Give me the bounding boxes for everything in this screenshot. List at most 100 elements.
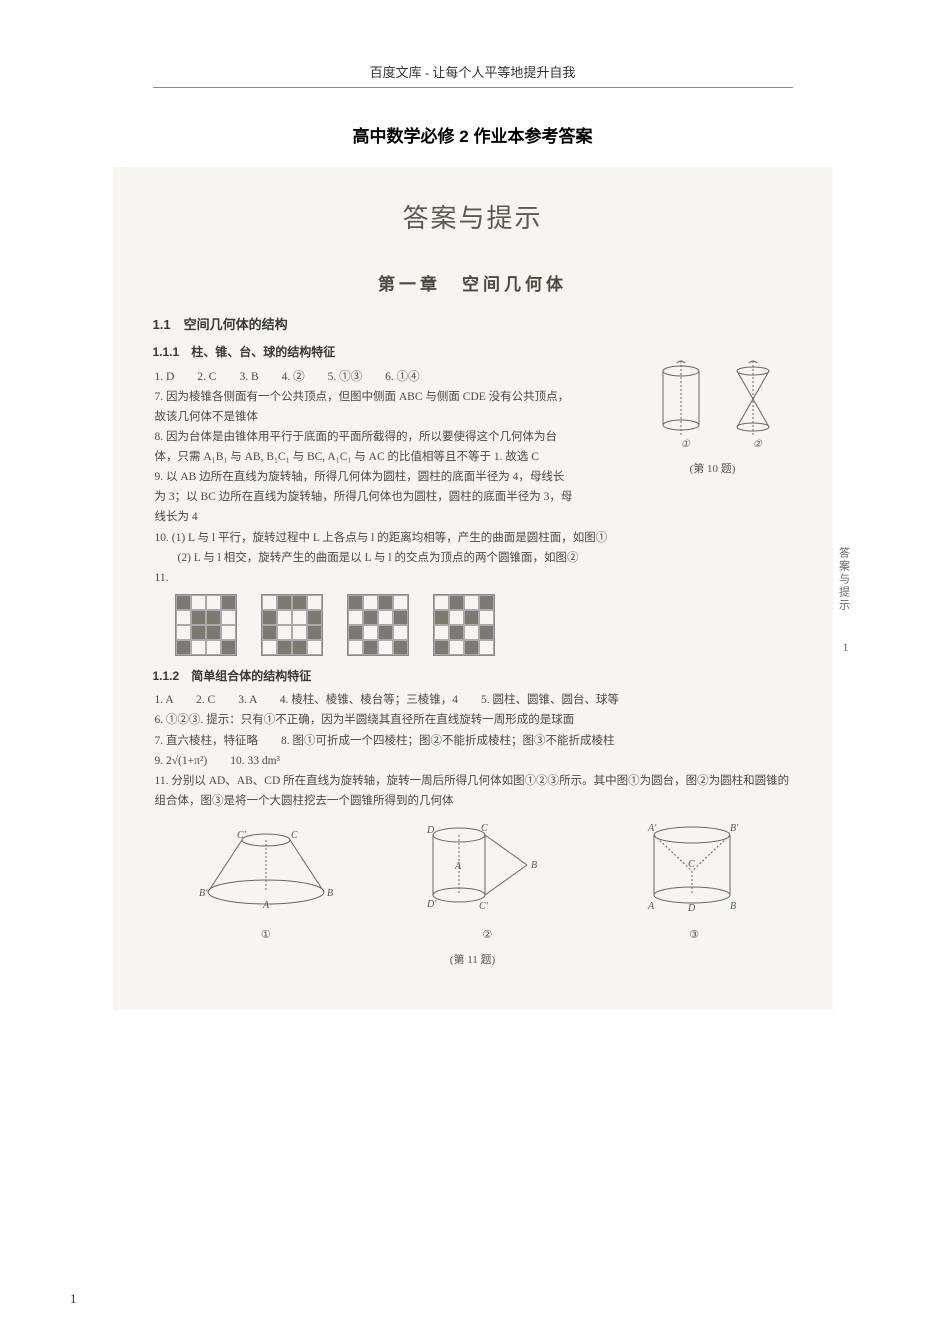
answer-line: (2) L 与 l 相交，旋转产生的曲面是以 L 与 l 的交点为顶点的两个圆锥… (153, 548, 793, 568)
grid-cell (277, 595, 292, 610)
grid-cell (378, 595, 393, 610)
page-header: 百度文库 - 让每个人平等地提升自我 (153, 0, 793, 88)
grid-cell (191, 595, 206, 610)
grid-pattern (433, 594, 495, 656)
grid-cell (292, 640, 307, 655)
grid-cell (277, 640, 292, 655)
figure-frustum: C' C B' B A ① (191, 826, 341, 945)
grid-cell (221, 610, 236, 625)
grid-pattern (175, 594, 237, 656)
grid-cell (434, 640, 449, 655)
svg-text:C: C (688, 859, 695, 870)
svg-text:C': C' (479, 901, 489, 912)
svg-text:B: B (327, 888, 333, 899)
scanned-page: 答案与提示 第一章 空间几何体 1.1 空间几何体的结构 1.1.1 柱、锥、台… (113, 167, 833, 1010)
figure-cyl-minus-cone: A' B' C A B D ③ (634, 821, 754, 945)
figure-label: ③ (634, 926, 754, 945)
grid-pattern (347, 594, 409, 656)
grid-cell (262, 595, 277, 610)
q11-caption: (第 11 题) (153, 951, 793, 970)
svg-text:D: D (687, 903, 696, 914)
hollow-cylinder-icon: A' B' C A B D (634, 821, 754, 916)
svg-text:D': D' (426, 899, 437, 910)
grid-cell (378, 625, 393, 640)
answer-line: 1. D 2. C 3. B 4. ② 5. ①③ 6. ①④ (153, 367, 573, 387)
side-page-number: 1 (843, 637, 849, 657)
grid-pattern (261, 594, 323, 656)
grid-cell (307, 610, 322, 625)
section-1-1-heading: 1.1 空间几何体的结构 (153, 314, 793, 336)
grid-cell (221, 640, 236, 655)
grid-cell (191, 640, 206, 655)
grid-cell (479, 595, 494, 610)
grid-cell (176, 595, 191, 610)
grid-cell (393, 595, 408, 610)
grid-cell (206, 640, 221, 655)
grid-cell (221, 595, 236, 610)
answer-line: 11. (153, 568, 793, 588)
answer-line: 7. 直六棱柱，特征略 8. 图①可折成一个四棱柱；图②不能折成棱柱；图③不能折… (153, 731, 793, 751)
svg-text:C': C' (237, 830, 247, 841)
figure-label: ① (681, 439, 691, 450)
grid-cell (479, 625, 494, 640)
grid-cell (434, 625, 449, 640)
answer-line: 1. A 2. C 3. A 4. 棱柱、棱锥、棱台等；三棱锥，4 5. 圆柱、… (153, 690, 793, 710)
grid-cell (262, 625, 277, 640)
footer-page-number: 1 (70, 1291, 77, 1307)
grid-cell (221, 625, 236, 640)
grid-cell (292, 595, 307, 610)
cylinder-cone-icon: D C D' C' B A (417, 821, 557, 916)
frustum-icon: C' C B' B A (191, 826, 341, 916)
subsection-1-1-2-heading: 1.1.2 简单组合体的结构特征 (153, 666, 793, 686)
answer-line: 6. ①②③. 提示：只有①不正确，因为半圆绕其直径所在直线旋转一周形成的是球面 (153, 710, 793, 730)
figure-cyl-cone: D C D' C' B A ② (417, 821, 557, 945)
figure-label: ① (191, 926, 341, 945)
answer-line: 7. 因为棱锥各侧面有一个公共顶点，但图中侧面 ABC 与侧面 CDE 没有公共… (153, 387, 573, 427)
document-title: 高中数学必修 2 作业本参考答案 (0, 122, 945, 147)
grid-cell (393, 610, 408, 625)
grid-cell (363, 640, 378, 655)
answer-line: 9. 以 AB 边所在直线为旋转轴，所得几何体为圆柱，圆柱的底面半径为 4，母线… (153, 467, 573, 527)
grid-cell (206, 625, 221, 640)
answer-line: 11. 分别以 AD、AB、CD 所在直线为旋转轴，旋转一周后所得几何体如图①②… (153, 771, 793, 811)
figure-label: ② (417, 926, 557, 945)
grid-cell (464, 610, 479, 625)
chapter-title: 第一章 空间几何体 (153, 271, 793, 300)
grid-cell (479, 640, 494, 655)
grid-cell (348, 595, 363, 610)
grid-cell (307, 640, 322, 655)
grid-cell (393, 640, 408, 655)
grid-cell (363, 595, 378, 610)
grid-cell (277, 610, 292, 625)
side-tab-label: 答案与提示 (835, 547, 853, 612)
grid-cell (176, 625, 191, 640)
grid-cell (176, 640, 191, 655)
svg-text:B: B (730, 901, 736, 912)
svg-text:A: A (262, 900, 270, 911)
grid-cell (449, 625, 464, 640)
svg-text:A': A' (647, 823, 657, 834)
grid-cell (206, 595, 221, 610)
grid-cell (464, 640, 479, 655)
grid-cell (449, 595, 464, 610)
grid-cell (206, 610, 221, 625)
grid-cell (176, 610, 191, 625)
grid-cell (307, 625, 322, 640)
grid-cell (292, 610, 307, 625)
svg-text:C: C (481, 823, 488, 834)
grid-cell (348, 610, 363, 625)
q11-grid-row (175, 594, 793, 656)
grid-cell (434, 595, 449, 610)
grid-cell (307, 595, 322, 610)
grid-cell (449, 640, 464, 655)
svg-text:A: A (647, 901, 655, 912)
grid-cell (449, 610, 464, 625)
answer-line: 8. 因为台体是由锥体用平行于底面的平面所截得的，所以要使得这个几何体为台体，只… (153, 427, 573, 467)
svg-text:C: C (291, 830, 298, 841)
q10-caption: (第 10 题) (633, 460, 793, 479)
grid-cell (277, 625, 292, 640)
grid-cell (378, 640, 393, 655)
grid-cell (434, 610, 449, 625)
q11-figure-row: C' C B' B A ① D C D' C' B (153, 821, 793, 945)
grid-cell (348, 640, 363, 655)
